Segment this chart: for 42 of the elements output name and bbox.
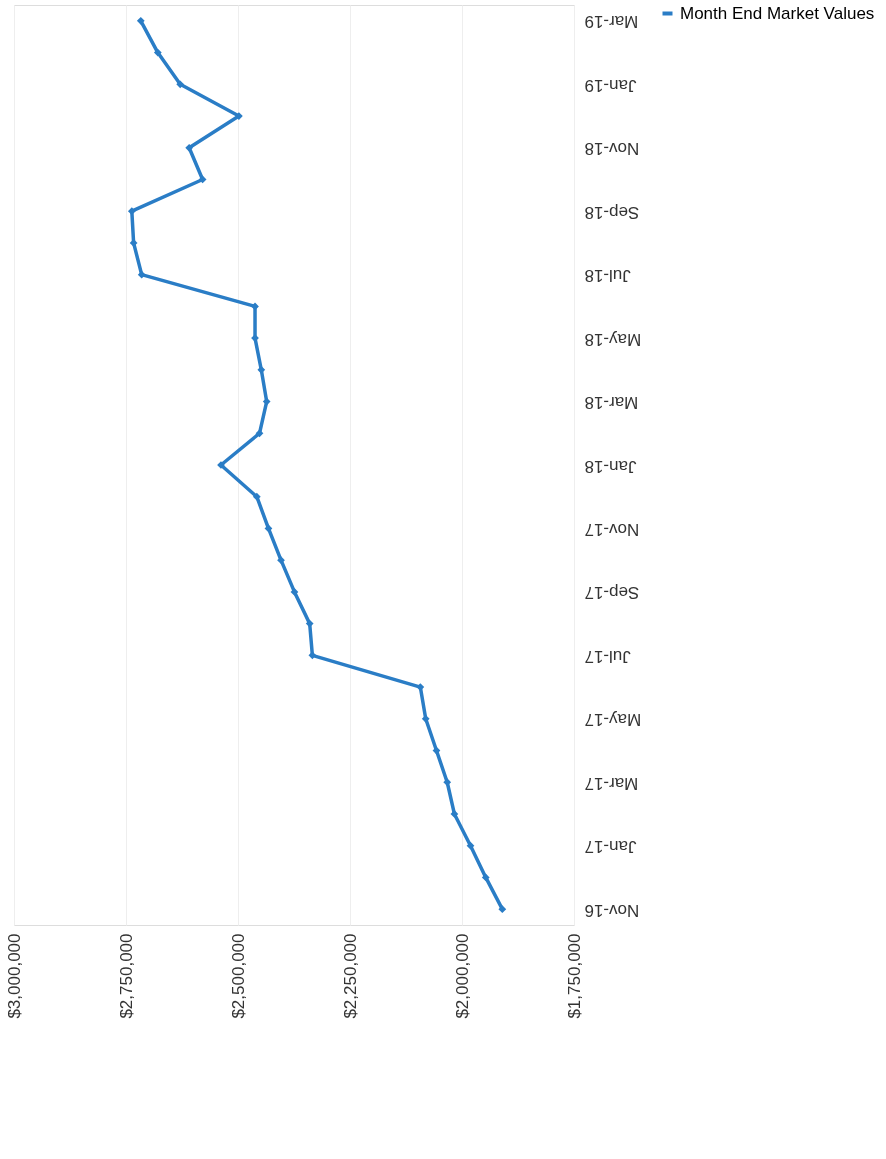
point: [416, 683, 425, 691]
x-tick-label: $2,250,000: [340, 933, 360, 1019]
point: [277, 556, 285, 565]
point: [185, 143, 194, 152]
point: [443, 778, 452, 787]
x-tick-label: $2,000,000: [452, 933, 472, 1019]
point: [450, 810, 459, 818]
y-tick-label: Jan-18: [584, 456, 637, 476]
x-tick-label: $2,500,000: [228, 933, 248, 1019]
y-tick-label: Sep-17: [584, 583, 640, 603]
x-tick-label: $3,000,000: [4, 933, 24, 1019]
point: [252, 492, 261, 501]
point: [305, 619, 314, 628]
point: [176, 80, 185, 89]
x-tick-label: $2,750,000: [116, 933, 136, 1019]
y-tick-label: Mar-18: [584, 393, 639, 413]
point: [129, 239, 138, 247]
y-tick-label: May-18: [584, 329, 642, 349]
point: [255, 429, 264, 438]
point: [136, 16, 145, 25]
y-tick-label: Nov-16: [584, 900, 640, 920]
point: [498, 905, 507, 914]
y-tick-label: Mar-17: [584, 773, 639, 793]
y-tick-label: Jan-19: [584, 75, 637, 95]
point: [235, 112, 243, 120]
point: [257, 365, 266, 374]
legend-label: Month End Market Values: [680, 3, 875, 23]
point: [481, 873, 490, 882]
y-tick-label: Nov-18: [584, 139, 640, 159]
y-tick-label: Sep-18: [584, 202, 640, 222]
point: [290, 588, 299, 596]
y-tick-label: Mar-19: [584, 12, 639, 32]
y-tick-label: Nov-17: [584, 519, 640, 539]
y-tick-label: Jul-17: [584, 646, 631, 666]
y-tick-label: Jan-17: [584, 837, 637, 857]
y-tick-label: Jul-18: [584, 266, 631, 286]
point: [137, 270, 146, 279]
point: [153, 48, 162, 57]
y-tick-label: May-17: [584, 710, 642, 730]
point: [466, 841, 475, 850]
point: [308, 651, 317, 660]
x-tick-label: $1,750,000: [564, 933, 584, 1019]
